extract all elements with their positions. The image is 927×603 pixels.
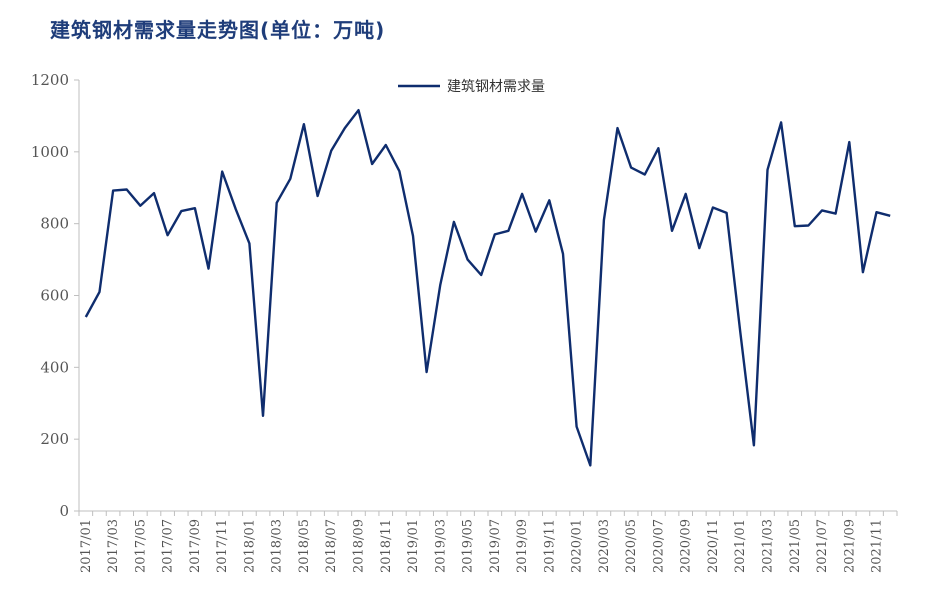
x-tick-label: 2019/11 [542,519,557,573]
x-tick-label: 2021/07 [815,519,830,573]
y-axis-ticks: 0 200 400 600 800 1000 1200 [31,71,79,520]
x-tick-label: 2017/03 [106,519,121,573]
x-tick-label: 2019/07 [488,519,503,573]
y-tick-label: 1000 [31,143,69,161]
y-tick-label: 400 [40,358,69,376]
x-tick-label: 2017/07 [161,519,176,573]
x-tick-label: 2018/03 [270,519,285,573]
series-group [84,108,891,467]
y-tick-label: 1200 [31,71,69,89]
x-tick-label: 2018/09 [351,519,366,573]
x-tick-label: 2021/03 [760,519,775,573]
x-tick-label: 2020/03 [597,519,612,573]
x-tick-label: 2020/11 [706,519,721,573]
x-tick-label: 2017/05 [133,519,148,573]
x-tick-label: 2019/03 [433,519,448,573]
x-tick-label: 2017/01 [79,519,94,573]
x-tick-label: 2021/05 [788,519,803,573]
x-tick-label: 2019/09 [515,519,530,573]
x-tick-label: 2017/09 [188,519,203,573]
series-line [84,108,891,467]
x-tick-label: 2017/11 [215,519,230,573]
x-tick-label: 2019/05 [461,519,476,573]
x-tick-label: 2018/07 [324,519,339,573]
x-axis-ticks: 2017/01 2017/03 2017/05 2017/07 2017/09 2017/… [78,511,898,573]
x-tick-label: 2019/01 [406,519,421,573]
y-tick-label: 800 [40,215,69,233]
x-tick-label: 2020/01 [570,519,585,573]
x-tick-label: 2018/01 [242,519,257,573]
legend-label: 建筑钢材需求量 [447,79,545,95]
y-tick-label: 0 [59,502,69,520]
x-tick-label: 2018/11 [379,519,394,573]
x-tick-label: 2020/05 [624,519,639,573]
x-tick-label: 2021/01 [733,519,748,573]
chart-title: 建筑钢材需求量走势图(单位：万吨) [50,18,386,42]
x-tick-label: 2020/09 [679,519,694,573]
legend: 建筑钢材需求量 [398,79,545,95]
x-tick-label: 2018/05 [297,519,312,573]
x-tick-label: 2021/09 [842,519,857,573]
x-tick-label: 2020/07 [651,519,666,573]
x-tick-label: 2021/11 [870,519,885,573]
y-tick-label: 600 [40,287,69,305]
y-tick-label: 200 [40,430,69,448]
